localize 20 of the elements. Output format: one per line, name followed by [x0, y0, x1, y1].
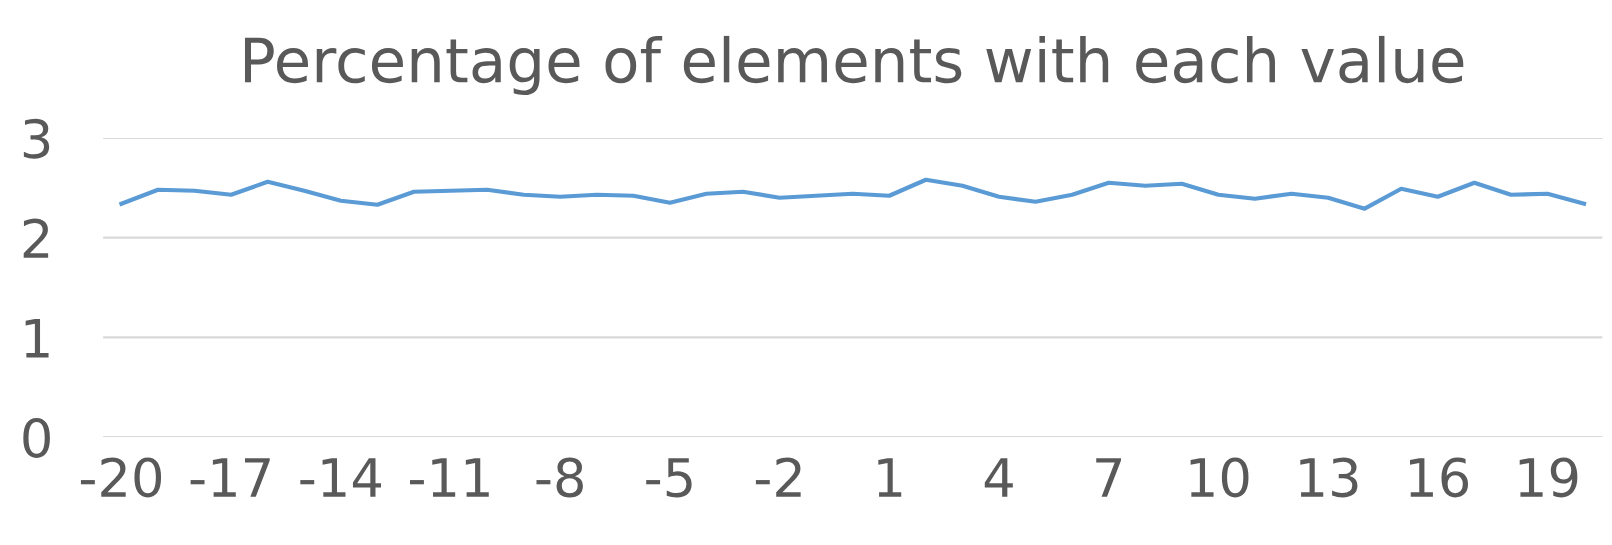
chart-title: Percentage of elements with each value [244, 35, 1464, 96]
y-tick-label: 0 [23, 417, 50, 458]
y-tick-label: 2 [23, 218, 49, 258]
x-tick-label: 16 [1410, 457, 1469, 498]
x-tick-label: 1 [878, 458, 902, 497]
x-tick-label: -17 [190, 458, 270, 497]
x-tick-label: 19 [1519, 457, 1578, 498]
line-series [119, 177, 1587, 211]
y-tick-label: 1 [25, 318, 49, 358]
x-tick-label: -8 [536, 457, 583, 498]
x-tick-label: 4 [984, 458, 1013, 497]
x-tick-label: 10 [1190, 457, 1249, 498]
x-tick-label: -11 [410, 458, 489, 497]
x-tick-label: -2 [755, 457, 801, 497]
x-tick-label: -20 [80, 457, 162, 498]
x-tick-label: 7 [1096, 458, 1121, 497]
x-tick-label: -14 [300, 458, 381, 497]
x-tick-label: -5 [646, 458, 692, 498]
y-tick-label: 3 [23, 118, 50, 159]
x-tick-label: 13 [1300, 457, 1358, 498]
